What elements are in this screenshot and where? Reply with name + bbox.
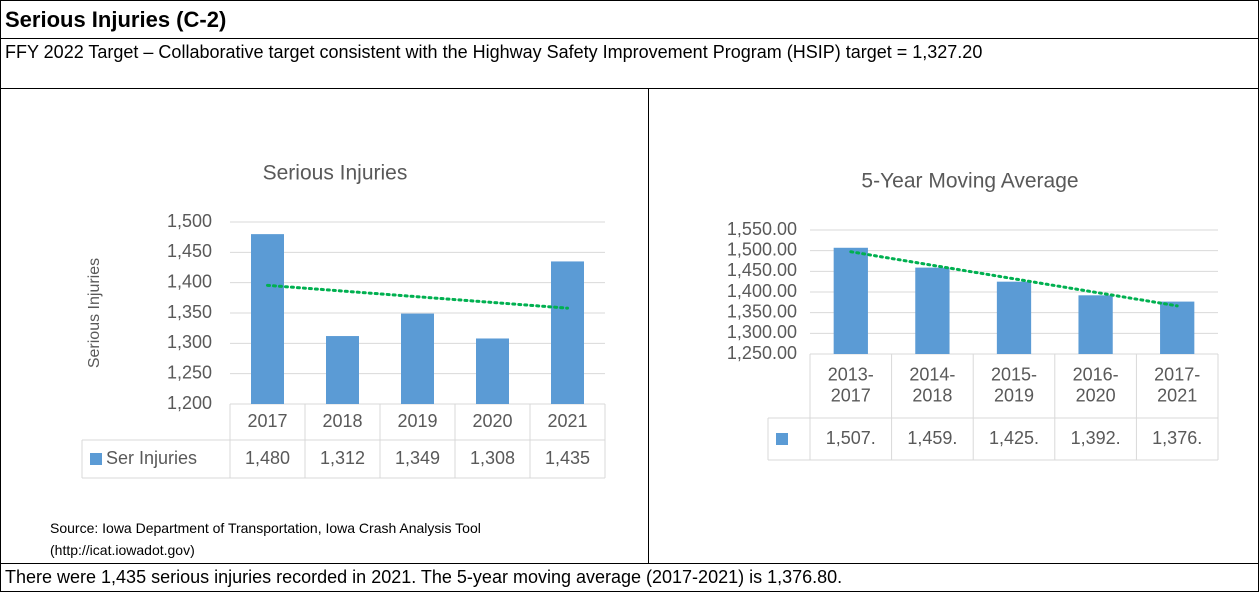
y-tick-label: 1,550.00 [727, 219, 797, 239]
y-tick-label: 1,450.00 [727, 260, 797, 280]
y-tick-label: 1,200 [167, 393, 212, 413]
legend-swatch [90, 453, 102, 465]
y-tick-label: 1,500 [167, 211, 212, 231]
bar [833, 247, 868, 354]
category-label: 2014-2018 [909, 364, 955, 405]
category-label: 2019 [397, 411, 437, 431]
value-label: 1,392. [1071, 428, 1121, 448]
bar [476, 338, 509, 404]
y-tick-label: 1,400 [167, 271, 212, 291]
value-label: 1,425. [989, 428, 1039, 448]
y-tick-label: 1,500.00 [727, 239, 797, 259]
y-tick-label: 1,250 [167, 362, 212, 382]
bar [251, 234, 284, 404]
y-axis-label: Serious Injuries [86, 258, 103, 368]
category-label: 2021 [547, 411, 587, 431]
y-tick-label: 1,350 [167, 302, 212, 322]
category-label: 2017 [247, 411, 287, 431]
trendline [266, 283, 569, 310]
y-tick-label: 1,300 [167, 332, 212, 352]
value-label: 1,376. [1152, 428, 1202, 448]
bar [1078, 295, 1113, 354]
value-label: 1,349 [395, 448, 440, 468]
trendline [849, 250, 1179, 308]
source-note: Source: Iowa Department of Transportatio… [50, 520, 481, 558]
category-label: 2013-2017 [828, 364, 874, 405]
bar [401, 313, 434, 404]
category-label: 2017-2021 [1154, 364, 1200, 405]
value-label: 1,480 [245, 448, 290, 468]
y-tick-label: 1,350.00 [727, 301, 797, 321]
y-tick-label: 1,400.00 [727, 281, 797, 301]
y-tick-label: 1,450 [167, 241, 212, 261]
category-label: 2018 [322, 411, 362, 431]
value-label: 1,435 [545, 448, 590, 468]
value-label: 1,459. [907, 428, 957, 448]
category-label: 2020 [472, 411, 512, 431]
bar [1160, 301, 1195, 354]
legend-label: Ser Injuries [106, 448, 197, 468]
y-tick-label: 1,300.00 [727, 322, 797, 342]
chart-title: Serious Injuries [263, 162, 408, 185]
y-tick-label: 1,250.00 [727, 343, 797, 363]
value-label: 1,308 [470, 448, 515, 468]
value-label: 1,312 [320, 448, 365, 468]
bar [996, 281, 1032, 354]
bar [551, 261, 584, 404]
category-label: 2016-2020 [1073, 364, 1119, 405]
bar [915, 267, 950, 354]
chart-title: 5-Year Moving Average [861, 170, 1078, 193]
value-label: 1,507. [826, 428, 876, 448]
bar [326, 336, 359, 404]
legend-swatch [776, 433, 788, 445]
category-label: 2015-2019 [991, 364, 1037, 405]
